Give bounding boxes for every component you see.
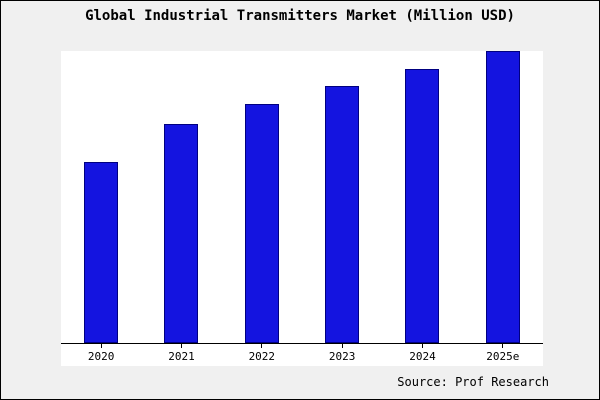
x-axis-label-2021: 2021 bbox=[168, 350, 195, 363]
bar-2024 bbox=[405, 68, 440, 343]
x-axis-label-2025e: 2025e bbox=[486, 350, 520, 363]
x-axis-tick bbox=[502, 344, 504, 348]
x-axis-tick bbox=[421, 344, 423, 348]
bar-slot-2022 bbox=[222, 51, 302, 343]
source-text: Source: Prof Research bbox=[397, 375, 549, 389]
bars-container bbox=[61, 51, 543, 344]
bar-2025e bbox=[485, 51, 520, 343]
x-label-slot-2025e: 2025e bbox=[463, 344, 543, 366]
bar-2022 bbox=[244, 103, 279, 343]
x-label-slot-2023: 2023 bbox=[302, 344, 382, 366]
bar-slot-2023 bbox=[302, 51, 382, 343]
x-label-slot-2020: 2020 bbox=[61, 344, 141, 366]
x-axis-label-2020: 2020 bbox=[87, 350, 115, 363]
bar-slot-2024 bbox=[382, 51, 462, 343]
plot-area: 2020 2021 2022 2023 2024 2025e bbox=[61, 51, 543, 366]
bar-2020 bbox=[84, 161, 119, 343]
x-label-slot-2022: 2022 bbox=[222, 344, 302, 366]
x-axis-label-2024: 2024 bbox=[409, 350, 436, 363]
x-axis-labels: 2020 2021 2022 2023 2024 2025e bbox=[61, 344, 543, 366]
x-label-slot-2024: 2024 bbox=[382, 344, 462, 366]
bar-slot-2025e bbox=[463, 51, 543, 343]
bar-slot-2021 bbox=[141, 51, 221, 343]
x-axis-label-2023: 2023 bbox=[328, 350, 356, 363]
bar-2021 bbox=[164, 124, 199, 343]
bar-slot-2020 bbox=[61, 51, 141, 343]
chart-title: Global Industrial Transmitters Market (M… bbox=[85, 8, 515, 24]
bar-2023 bbox=[325, 86, 360, 343]
x-axis-tick bbox=[180, 344, 182, 348]
x-axis-label-2022: 2022 bbox=[248, 350, 276, 363]
x-label-slot-2021: 2021 bbox=[141, 344, 221, 366]
x-axis-tick bbox=[341, 344, 343, 348]
x-axis-tick bbox=[100, 344, 102, 348]
x-axis-tick bbox=[261, 344, 263, 348]
